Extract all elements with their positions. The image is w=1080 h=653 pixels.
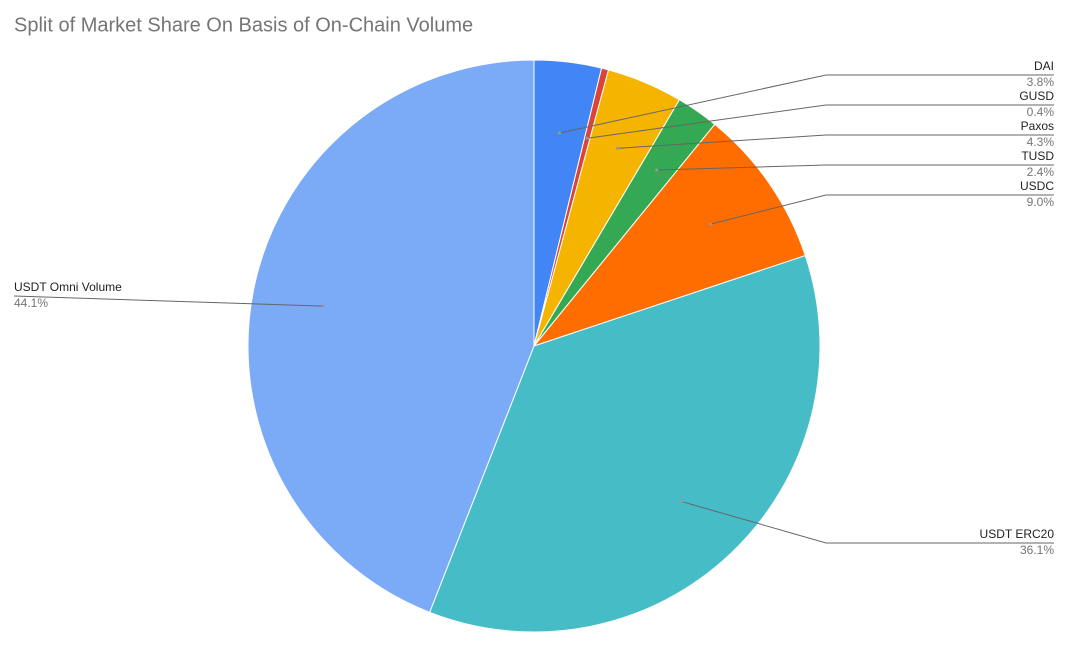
slice-value-label: 44.1% <box>14 296 48 310</box>
leader-line <box>656 164 1054 171</box>
slice-label: USDT Omni Volume <box>14 280 122 294</box>
leader-dot <box>709 222 713 226</box>
pie-slice <box>532 123 806 348</box>
leader-line <box>617 134 1054 149</box>
slice-label: DAI <box>1034 59 1054 73</box>
pie-slice <box>429 254 821 633</box>
slice-value-label: 2.4% <box>1027 165 1055 179</box>
leader-dot <box>585 136 589 140</box>
slice-label: USDT ERC20 <box>980 527 1055 541</box>
slice-value-label: 4.3% <box>1027 135 1055 149</box>
leader-dot <box>655 168 659 172</box>
slice-value-label: 36.1% <box>1020 543 1054 557</box>
leader-dot <box>321 304 325 308</box>
leader-line <box>710 194 1054 225</box>
leader-line <box>13 295 324 307</box>
leader-dot <box>680 500 684 504</box>
slice-label: Paxos <box>1021 119 1054 133</box>
slice-label: TUSD <box>1021 149 1054 163</box>
leader-dot <box>558 131 562 135</box>
pie-slice <box>247 59 535 613</box>
slice-label: GUSD <box>1019 89 1054 103</box>
slice-value-label: 0.4% <box>1027 105 1055 119</box>
slice-value-label: 9.0% <box>1027 195 1055 209</box>
slice-value-label: 3.8% <box>1027 75 1055 89</box>
leader-dot <box>615 146 619 150</box>
chart-title: Split of Market Share On Basis of On-Cha… <box>14 14 473 36</box>
leader-line <box>559 74 1054 134</box>
leader-line <box>587 104 1054 139</box>
leader-line <box>681 501 1054 544</box>
slice-label: USDC <box>1020 179 1054 193</box>
